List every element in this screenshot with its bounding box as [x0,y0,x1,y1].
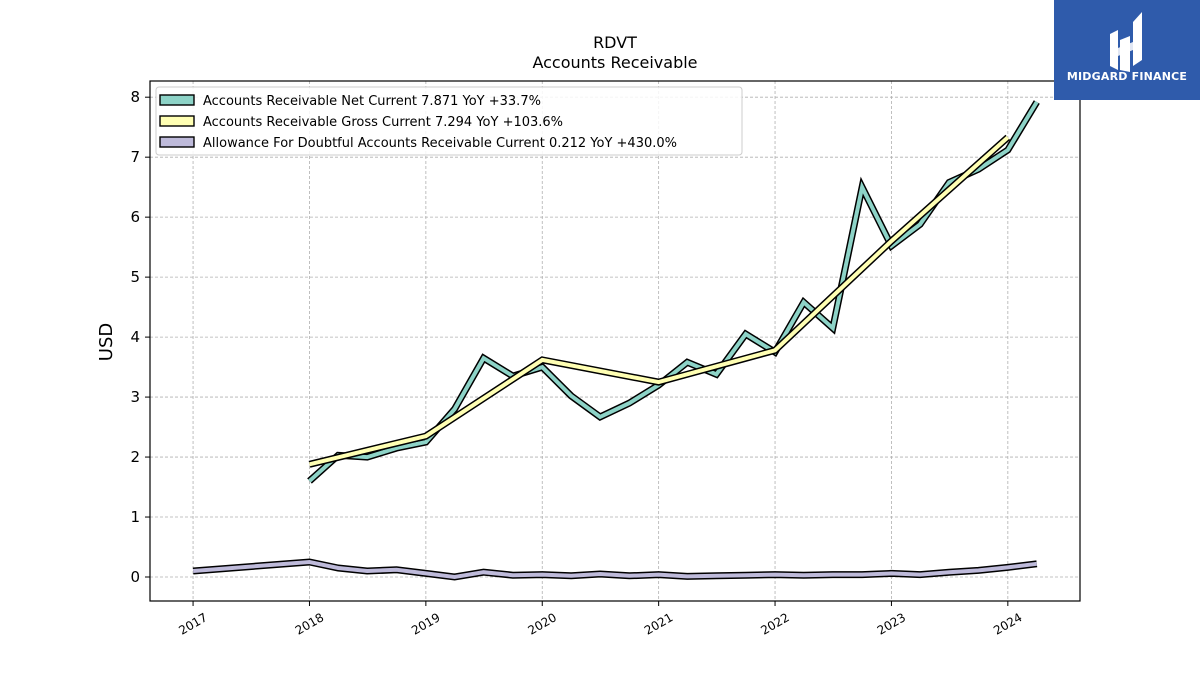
y-tick-label: 1 [130,508,140,526]
legend-entry: Accounts Receivable Gross Current 7.294 … [203,115,563,130]
y-tick-label: 5 [130,268,140,286]
brand-name: MIDGARD FINANCE [1066,70,1188,83]
series-line-3 [192,559,1038,580]
y-tick-label: 3 [130,388,140,406]
series-line-1 [308,100,1039,483]
y-tick-label: 7 [130,148,140,166]
series-line-2 [309,135,1010,467]
x-tick-label: 2023 [875,610,908,637]
x-tick-label: 2020 [526,610,559,637]
legend-entry: Allowance For Doubtful Accounts Receivab… [203,136,677,151]
legend-box [155,86,743,156]
y-tick-label: 8 [130,88,140,106]
y-tick-label: 6 [130,208,140,226]
legend-entry: Accounts Receivable Net Current 7.871 Yo… [203,94,541,109]
x-tick-label: 2022 [758,610,791,637]
y-tick-label: 2 [130,448,140,466]
x-tick-label: 2021 [642,610,675,637]
axes: 2017 2018 2019 2020 2021 2022 2023 2024 0 1 2 3 4 5 6 7… [130,88,1024,638]
y-tick-label: 4 [130,328,140,346]
y-tick-label: 0 [130,568,140,586]
x-tick-label: 2018 [293,610,326,637]
x-tick-label: 2019 [409,610,442,637]
x-tick-label: 2017 [176,610,209,637]
x-tick-label: 2024 [991,610,1024,637]
midgard-logo-icon [1110,12,1142,72]
legend: Accounts Receivable Net Current 7.871 Yo… [155,86,743,156]
legend-swatch [159,136,195,148]
series-lines [192,100,1040,581]
grid [150,81,1080,601]
chart-subtitle: Accounts Receivable [532,53,697,72]
legend-swatch [159,115,195,127]
series-outline-1 [307,100,1040,484]
plot-frame [149,80,1081,602]
y-axis-label: USD [96,323,117,361]
chart-title: RDVT [593,33,637,52]
legend-swatch [159,94,195,106]
brand-logo: MIDGARD FINANCE [1054,0,1200,100]
